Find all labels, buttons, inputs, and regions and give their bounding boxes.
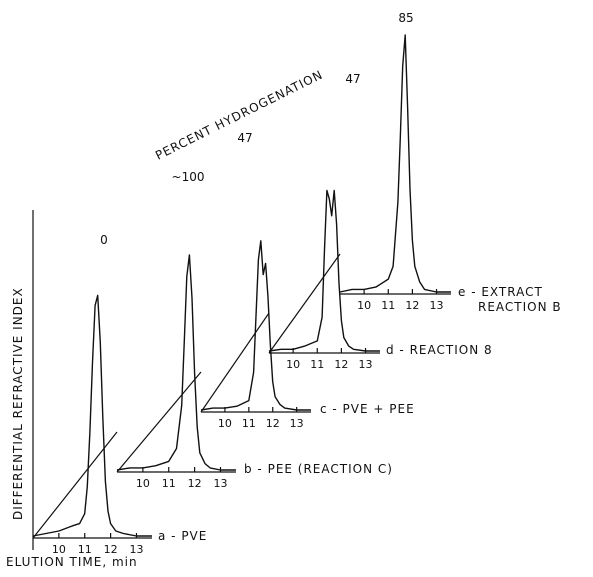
x-tick-label: 13: [430, 299, 444, 312]
x-tick-label: 13: [129, 543, 143, 556]
offset-diagonal: [116, 371, 202, 473]
x-axis-label: ELUTION TIME, min: [6, 555, 138, 569]
x-tick-label: 11: [310, 358, 324, 371]
series-label: d - REACTION 8: [386, 343, 493, 357]
series-trace: [339, 34, 451, 293]
series-trace: [200, 240, 311, 411]
series-trace: [116, 254, 236, 471]
x-tick-label: 12: [405, 299, 419, 312]
series-label: e - EXTRACT REACTION B: [458, 285, 562, 314]
overlay-label: PERCENT HYDROGENATION: [153, 67, 325, 162]
x-tick-label: 10: [286, 358, 300, 371]
percent-label: 47: [345, 72, 360, 86]
x-tick-label: 13: [290, 417, 304, 430]
x-tick-label: 12: [334, 358, 348, 371]
percent-label: ~100: [172, 170, 205, 184]
x-tick-label: 10: [52, 543, 66, 556]
x-tick-label: 11: [78, 543, 92, 556]
series-trace: [268, 189, 380, 352]
x-tick-label: 13: [359, 358, 373, 371]
offset-diagonal: [32, 431, 118, 539]
x-tick-label: 10: [136, 477, 150, 490]
series-label: a - PVE: [158, 529, 207, 543]
x-tick-label: 12: [188, 477, 202, 490]
x-tick-label: 12: [266, 417, 280, 430]
offset-diagonal: [200, 312, 270, 413]
x-tick-label: 13: [213, 477, 227, 490]
series-label: b - PEE (REACTION C): [244, 462, 393, 476]
series-label: c - PVE + PEE: [320, 402, 415, 416]
x-tick-label: 11: [242, 417, 256, 430]
x-tick-label: 11: [162, 477, 176, 490]
y-axis-label: DIFFERENTIAL REFRACTIVE INDEX: [11, 287, 25, 520]
percent-label: 85: [398, 11, 413, 25]
x-tick-label: 11: [381, 299, 395, 312]
x-tick-label: 12: [104, 543, 118, 556]
offset-diagonal: [268, 253, 341, 354]
percent-label: 47: [237, 131, 252, 145]
percent-label: 0: [100, 233, 108, 247]
series-trace: [32, 294, 152, 537]
x-tick-label: 10: [218, 417, 232, 430]
x-tick-label: 10: [357, 299, 371, 312]
